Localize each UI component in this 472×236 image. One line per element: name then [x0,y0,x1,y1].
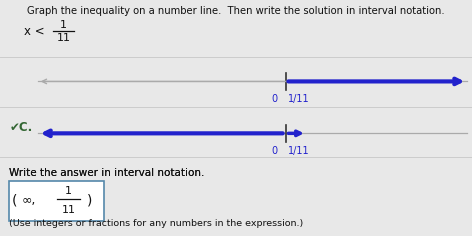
Text: Write the answer in interval notation.: Write the answer in interval notation. [9,169,205,178]
Text: 1/11: 1/11 [288,146,310,156]
Text: ✔C.: ✔C. [9,121,33,134]
Text: 1/11: 1/11 [288,94,310,104]
Text: 0: 0 [271,146,277,156]
Text: 1: 1 [60,20,67,30]
Text: 0: 0 [271,94,277,104]
Text: 1: 1 [65,186,72,196]
Text: 11: 11 [57,33,71,43]
Text: ): ) [87,194,93,208]
Text: Write the answer in interval notation.: Write the answer in interval notation. [9,169,205,178]
Text: Graph the inequality on a number line.  Then write the solution in interval nota: Graph the inequality on a number line. T… [27,6,445,16]
Text: 11: 11 [61,205,76,215]
FancyBboxPatch shape [9,181,104,221]
Text: ∞,: ∞, [21,194,35,207]
Text: x <: x < [24,25,44,38]
Text: (Use integers or fractions for any numbers in the expression.): (Use integers or fractions for any numbe… [9,219,303,228]
Text: (: ( [12,194,17,208]
